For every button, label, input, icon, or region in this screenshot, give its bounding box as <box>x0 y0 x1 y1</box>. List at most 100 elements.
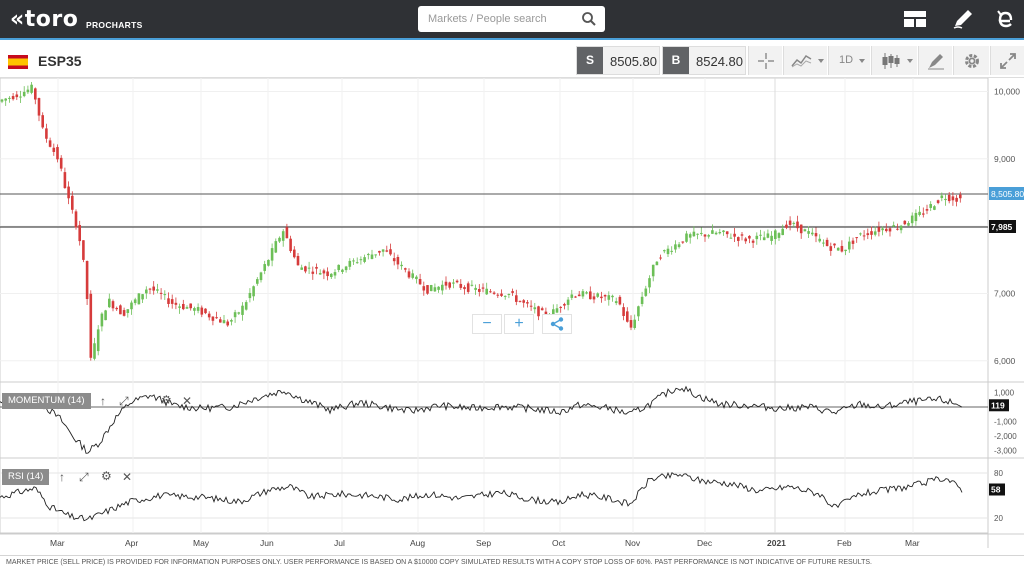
gear-icon[interactable]: ⚙ <box>161 393 172 407</box>
candle-body <box>137 293 141 305</box>
candle-body <box>899 225 903 231</box>
candle-body <box>859 233 862 235</box>
rsi-marker <box>989 483 1005 496</box>
candle-body <box>589 291 592 300</box>
candle-body <box>725 231 729 235</box>
timeframe-label: 1D <box>839 54 854 66</box>
candle-body <box>489 291 492 293</box>
candle-body <box>341 269 344 272</box>
buy-price-button[interactable]: B 8524.80 <box>662 46 746 75</box>
candle-body <box>85 261 89 299</box>
indicators-button[interactable] <box>783 46 827 75</box>
candle-body <box>374 254 377 256</box>
candle-body <box>707 235 710 237</box>
settings-button[interactable] <box>953 46 989 75</box>
current-price-label: 8,505.80 <box>991 189 1024 199</box>
candle-body <box>407 271 411 278</box>
search-input[interactable] <box>418 6 578 32</box>
candle-body <box>918 211 921 215</box>
panel-fit-icon[interactable]: ⤢ <box>119 394 129 408</box>
candle-body <box>19 96 22 98</box>
zoom-in-button[interactable]: + <box>504 314 534 334</box>
candle-body <box>507 293 511 295</box>
candle-body <box>696 233 699 235</box>
price-chart[interactable]: 10,0009,0008,0007,0006,000MarAprMayJunJu… <box>0 78 1024 555</box>
etoro-e-icon[interactable] <box>992 7 1018 31</box>
candle-body <box>485 288 488 295</box>
prochart-label: PROCHARTS <box>86 20 143 30</box>
candle-body <box>463 287 466 290</box>
candle-body <box>296 255 300 266</box>
candle-body <box>89 293 93 358</box>
candle-body <box>359 259 363 261</box>
momentum-line <box>0 385 963 454</box>
candle-body <box>300 267 303 270</box>
candle-body <box>355 262 359 264</box>
sell-tag: S <box>577 47 603 74</box>
gear-icon[interactable]: ⚙ <box>101 469 112 483</box>
panel-up-icon[interactable]: ↑ <box>59 470 65 484</box>
candle-body <box>914 212 918 222</box>
time-tick-label: Dec <box>697 538 713 548</box>
candle-body <box>441 284 444 291</box>
draw-pen-icon[interactable] <box>950 7 976 31</box>
drawing-tools-button[interactable] <box>918 46 952 75</box>
candle-body <box>814 233 818 237</box>
candle-body <box>618 296 622 305</box>
candle-body <box>770 235 773 241</box>
candle-body <box>866 233 870 236</box>
candle-body <box>496 294 500 296</box>
chart-axes: 10,0009,0008,0007,0006,000MarAprMayJunJu… <box>50 86 1024 548</box>
rsi-tick-label: 80 <box>994 469 1003 478</box>
close-icon[interactable]: ✕ <box>122 470 133 484</box>
candle-body <box>748 235 751 239</box>
candle-body <box>873 231 877 235</box>
level-label: 7,985 <box>991 222 1013 232</box>
candle-body <box>404 268 407 270</box>
candle-body <box>626 311 629 322</box>
panel-fit-icon[interactable]: ⤢ <box>79 470 89 484</box>
search-icon[interactable] <box>581 11 597 27</box>
time-tick-label: Mar <box>905 538 920 548</box>
drawing-tool-icon <box>928 54 944 70</box>
candle-body <box>145 289 148 294</box>
candle-body <box>718 232 722 234</box>
candle-body <box>947 194 951 202</box>
candle-body <box>862 235 866 237</box>
candle-body <box>293 249 296 258</box>
candle-body <box>422 286 426 291</box>
candle-body <box>370 254 374 259</box>
candle-body <box>244 302 248 310</box>
fullscreen-button[interactable] <box>990 46 1024 75</box>
candle-body <box>174 302 178 305</box>
candle-body <box>256 279 259 284</box>
time-tick-label: Oct <box>552 538 566 548</box>
sell-price-button[interactable]: S 8505.80 <box>576 46 660 75</box>
close-icon[interactable]: ✕ <box>182 394 193 408</box>
share-button[interactable] <box>542 314 572 334</box>
candle-body <box>833 243 836 246</box>
candle-body <box>148 288 152 290</box>
crosshair-button[interactable] <box>748 46 782 75</box>
candle-body <box>910 215 914 224</box>
candle-body <box>836 247 840 251</box>
candle-body <box>367 254 370 256</box>
layout-icon[interactable] <box>902 7 928 31</box>
chart-type-button[interactable] <box>871 46 917 75</box>
momentum-series <box>0 385 963 454</box>
rsi-tick-label: 20 <box>994 514 1003 523</box>
time-tick-label: Sep <box>476 538 491 548</box>
timeframe-select[interactable]: 1D <box>828 46 870 75</box>
expand-icon <box>1000 53 1016 69</box>
candle-body <box>722 230 725 233</box>
zoom-out-button[interactable]: − <box>472 314 502 334</box>
candle-body <box>63 172 67 189</box>
candle-body <box>685 233 688 242</box>
price-tick-label: 7,000 <box>994 288 1016 298</box>
panel-up-icon[interactable]: ↑ <box>100 394 106 408</box>
etoro-logo[interactable]: «toro <box>10 7 79 32</box>
candle-body <box>744 238 747 242</box>
candle-body <box>796 221 799 229</box>
candle-body <box>729 237 733 239</box>
candle-body <box>219 319 222 323</box>
